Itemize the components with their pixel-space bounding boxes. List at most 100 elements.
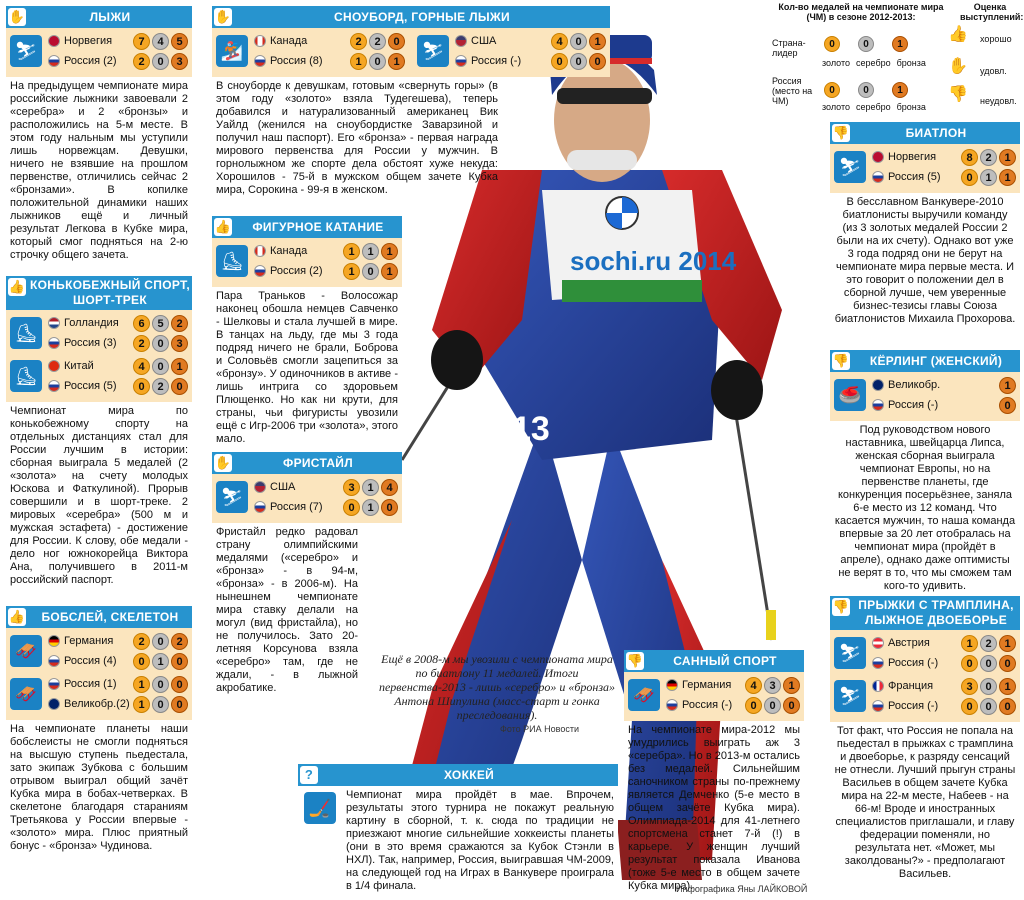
section-text: Чемпионат мира пройдёт в мае. Впрочем, р… xyxy=(346,789,614,892)
bib-number: 13 xyxy=(512,410,550,448)
silver-count: 3 xyxy=(764,676,781,694)
silver-count: 4 xyxy=(152,32,169,50)
section-title: Конькобежный спорт, шорт-трек xyxy=(29,278,191,307)
flag-icon xyxy=(666,699,678,711)
thumb-down-icon: 👎 xyxy=(948,86,968,103)
gold-count: 1 xyxy=(961,634,978,652)
snowboard-icon: 🏂 xyxy=(216,35,248,67)
section-text: На чемпионате мира-2012 мы умудрились вы… xyxy=(628,724,800,892)
section-title: Фристайл xyxy=(283,456,353,470)
silver-count: 0 xyxy=(152,695,169,713)
flag-icon xyxy=(872,379,884,391)
legend-silver-label: серебро xyxy=(856,102,891,112)
gold-count: 0 xyxy=(133,652,150,670)
flag-icon xyxy=(455,35,467,47)
section-title: Прыжки с трамплина, лыжное двоеборье xyxy=(858,598,1014,627)
thumb-down-icon: 👎 xyxy=(832,352,850,370)
flag-icon xyxy=(254,55,266,67)
biathlon-icon: ⛷ xyxy=(834,151,866,183)
legend-silver-label: серебро xyxy=(856,58,891,68)
thumb-side-icon: ✋ xyxy=(214,454,232,472)
country: Великобр. xyxy=(888,378,941,391)
legend-leader-medals: 0 0 1 xyxy=(824,36,908,52)
flag-icon xyxy=(48,337,60,349)
flag-icon xyxy=(48,380,60,392)
bronze-count: 0 xyxy=(999,396,1016,414)
bronze-count: 0 xyxy=(381,498,398,516)
bronze-medal: 1 xyxy=(892,82,908,98)
bronze-count: 1 xyxy=(999,634,1016,652)
silver-count: 0 xyxy=(152,52,169,70)
gold-count: 1 xyxy=(133,675,150,693)
silver-count: 0 xyxy=(570,52,587,70)
bronze-count: 0 xyxy=(999,697,1016,715)
flag-icon xyxy=(48,360,60,372)
flag-icon xyxy=(48,635,60,647)
gold-count: 1 xyxy=(343,242,360,260)
silver-count: 2 xyxy=(980,634,997,652)
flag-icon xyxy=(48,655,60,667)
section-text: На предыдущем чемпионате мира российские… xyxy=(10,80,188,261)
silver-count: 0 xyxy=(570,32,587,50)
ski-icon: ⛷ xyxy=(10,35,42,67)
thumb-side-icon: ✋ xyxy=(214,8,232,26)
country: Россия (-) xyxy=(888,656,939,669)
flag-icon xyxy=(872,151,884,163)
thumb-side-icon: ✋ xyxy=(948,58,968,75)
bronze-count: 2 xyxy=(171,632,188,650)
gold-count: 1 xyxy=(350,52,367,70)
legend-ok: удовл. xyxy=(980,66,1007,76)
country: Голландия xyxy=(64,316,119,329)
silver-count: 1 xyxy=(980,168,997,186)
legend-title: Кол-во медалей на чемпионате мира (ЧМ) в… xyxy=(778,2,944,22)
gold-count: 3 xyxy=(961,677,978,695)
silver-count: 2 xyxy=(980,148,997,166)
bronze-count: 0 xyxy=(171,377,188,395)
legend-leader: Страна-лидер xyxy=(772,38,806,58)
legend: Кол-во медалей на чемпионате мира (ЧМ) в… xyxy=(768,0,1024,118)
gold-count: 2 xyxy=(133,334,150,352)
gold-count: 2 xyxy=(133,632,150,650)
gold-count: 0 xyxy=(551,52,568,70)
country: Россия (-) xyxy=(471,54,522,67)
country: Россия (5) xyxy=(888,170,941,183)
gold-count: 0 xyxy=(343,498,360,516)
thumb-up-icon: 👍 xyxy=(8,608,26,626)
photo-caption: Ещё в 2008-м мы увозили с чемпионата мир… xyxy=(378,652,616,722)
section-text: Под руководством нового наставника, швей… xyxy=(834,424,1016,592)
nordic-combined-icon: ⛷ xyxy=(834,680,866,712)
photo-credit: Фото РИА Новости xyxy=(500,724,579,734)
bronze-count: 1 xyxy=(589,32,606,50)
alpine-ski-icon: ⛷ xyxy=(417,35,449,67)
section-text: Фристайл редко радовал страну олимпийски… xyxy=(216,526,358,694)
section-biathlon: 👎 Биатлон ⛷ Норвегия 8 2 1 Россия (5) 0 1 1 В б… xyxy=(830,122,1020,329)
silver-medal: 0 xyxy=(858,82,874,98)
silver-count: 1 xyxy=(152,652,169,670)
section-luge: 👎 Санный спорт 🛷 Германия 4 3 1 Россия (-) 0 0… xyxy=(624,650,804,896)
flag-icon xyxy=(872,171,884,183)
bronze-count: 0 xyxy=(171,695,188,713)
legend-russia-medals: 0 0 1 xyxy=(824,82,908,98)
gold-count: 0 xyxy=(961,654,978,672)
bronze-count: 4 xyxy=(381,478,398,496)
country: США xyxy=(471,34,497,47)
country: Россия (4) xyxy=(64,654,117,667)
silver-count: 0 xyxy=(980,654,997,672)
section-bobsleigh: 👍 Бобслей, скелетон 🛷 Германия 2 0 2 Россия … xyxy=(6,606,192,856)
short-track-icon: ⛸ xyxy=(10,360,42,392)
country: Россия (8) xyxy=(270,54,323,67)
section-title: Кёрлинг (женский) xyxy=(869,354,1003,368)
country: Россия (2) xyxy=(64,54,117,67)
gold-count: 4 xyxy=(745,676,762,694)
figure-skating-icon: ⛸ xyxy=(216,245,248,277)
flag-icon xyxy=(48,55,60,67)
section-title: Фигурное катание xyxy=(252,220,384,234)
gold-count: 8 xyxy=(961,148,978,166)
gold-count: 0 xyxy=(961,697,978,715)
country: Канада xyxy=(270,244,308,257)
silver-count: 0 xyxy=(362,262,379,280)
silver-medal: 0 xyxy=(858,36,874,52)
silver-count: 2 xyxy=(369,32,386,50)
thumb-down-icon: 👎 xyxy=(626,652,644,670)
country: США xyxy=(270,480,296,493)
